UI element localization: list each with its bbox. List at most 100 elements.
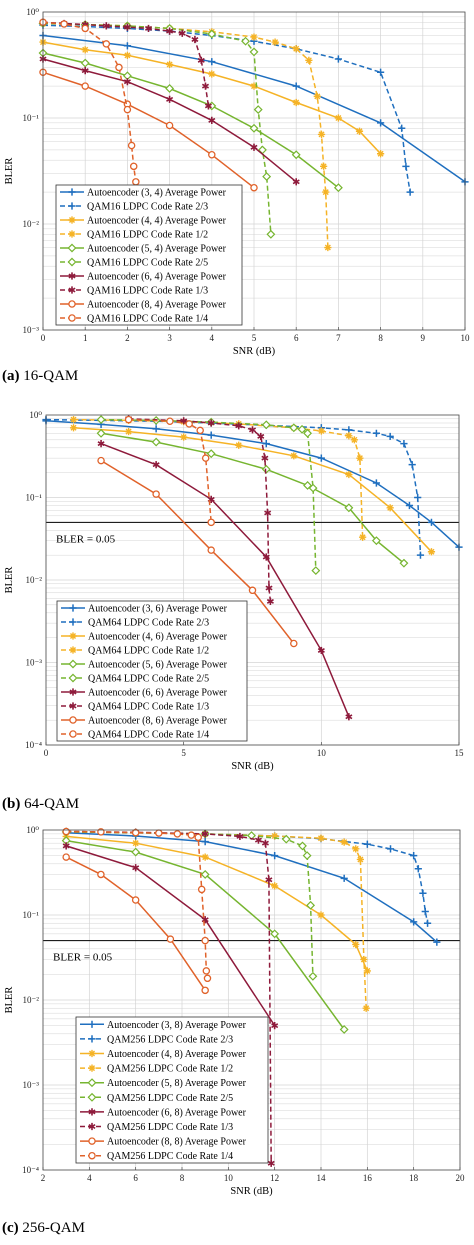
chart-b-series-8-point xyxy=(248,586,257,595)
chart-c-series-3-point xyxy=(352,845,360,853)
chart-c-series-6-point xyxy=(271,1021,279,1030)
caption-b-letter: (b) xyxy=(2,796,21,812)
chart-a-xtick-label: 4 xyxy=(210,333,215,343)
caption-c: (c) 256-QAM xyxy=(2,1220,85,1237)
chart-b-legend-marker xyxy=(69,688,77,696)
chart-a-series-3-point xyxy=(292,45,300,53)
chart-a-xtick-label: 3 xyxy=(167,333,172,343)
chart-a-series-2-point xyxy=(123,51,131,59)
chart-a-series-6-point xyxy=(166,95,174,103)
chart-a-xlabel: SNR (dB) xyxy=(233,346,276,357)
chart-a-series-3-point xyxy=(317,130,326,139)
chart-b-xlabel: SNR (dB) xyxy=(231,761,274,772)
chart-a-series-0-point xyxy=(377,119,385,127)
chart-a-legend-label: Autoencoder (3, 4) Average Power xyxy=(87,188,227,199)
chart-a-series-0-line xyxy=(42,34,466,183)
chart-a-series-6-point xyxy=(292,178,300,186)
chart-a-series-3-point xyxy=(320,162,328,170)
chart-a-legend-box xyxy=(55,184,243,326)
chart-a-series-0-point xyxy=(292,82,300,90)
chart-b-series-0-point xyxy=(262,440,270,448)
chart-a-series-1-point xyxy=(334,55,342,63)
chart-c-ytick-label: 10⁻¹ xyxy=(23,910,40,920)
chart-c-series-1-point xyxy=(419,889,427,897)
chart-b-series-2-point xyxy=(290,452,298,460)
chart-a-series-7-line xyxy=(42,21,210,107)
chart-a-series-4-point xyxy=(80,58,90,68)
chart-c-ytick-label: 10⁻⁴ xyxy=(22,1165,39,1175)
chart-c-series-9-point xyxy=(203,974,212,983)
chart-c-frame xyxy=(42,829,461,1171)
chart-a-series-7-point xyxy=(123,23,131,31)
chart-a-series-1-point xyxy=(406,188,414,196)
chart-c-series-2-point xyxy=(132,839,140,847)
chart-a-legend-marker xyxy=(68,202,76,210)
chart-c-xtick-label: 8 xyxy=(180,1173,185,1183)
chart-b-ytick-label: 10⁻³ xyxy=(26,658,43,668)
chart-a-series-3-point xyxy=(271,38,279,46)
chart-b-series-4-point xyxy=(344,503,354,513)
chart-c-series-9-point xyxy=(173,830,182,838)
chart-c-series-1-line xyxy=(66,831,429,924)
chart-b-series-8-point xyxy=(97,456,105,465)
chart-c-threshold-label: BLER = 0.05 xyxy=(53,952,113,964)
caption-a-text: 16-QAM xyxy=(19,368,79,384)
chart-b-series-7-point xyxy=(257,432,265,441)
chart-b-ytick-label: 10⁻² xyxy=(26,575,43,585)
chart-a-series-7-point xyxy=(102,22,110,30)
chart-c-series-8-point xyxy=(131,896,140,904)
chart-a-series-8-point xyxy=(208,151,216,159)
chart-b-series-7-point xyxy=(235,422,243,430)
chart-b-series-0-point xyxy=(317,454,325,462)
chart-b-series-5-point xyxy=(311,566,321,576)
chart-c-series-3-point xyxy=(317,834,325,842)
chart-b-series-0-point xyxy=(372,479,380,487)
chart-c-series-0-point xyxy=(433,938,441,946)
chart-c-series-5-point xyxy=(306,900,316,910)
chart-b-legend-label: Autoencoder (6, 6) Average Power xyxy=(88,688,228,699)
chart-c-series-9-point xyxy=(187,831,196,839)
chart-c-series-8 xyxy=(62,853,209,995)
chart-c-series-3-point xyxy=(362,1004,370,1012)
chart-c-series-6-point xyxy=(132,864,140,872)
chart-b-legend-marker xyxy=(69,716,77,724)
chart-c-legend-marker xyxy=(88,1122,96,1131)
chart-a-xtick-label: 0 xyxy=(41,333,46,343)
chart-a-series-6-point xyxy=(81,67,89,75)
caption-b-text: 64-QAM xyxy=(20,796,80,812)
chart-b-series-0 xyxy=(42,417,463,551)
chart-c-legend-label: Autoencoder (8, 8) Average Power xyxy=(107,1137,247,1148)
chart-c-series-9 xyxy=(62,827,212,983)
chart-a-series-9-point xyxy=(123,105,132,114)
chart-a-legend-label: QAM16 LDPC Code Rate 2/3 xyxy=(87,202,208,213)
chart-b-legend: Autoencoder (3, 6) Average Power QAM64 LD… xyxy=(56,600,248,742)
chart-b-series-8-point xyxy=(207,546,215,554)
chart-a-legend-label: QAM16 LDPC Code Rate 1/4 xyxy=(87,314,208,325)
chart-c-series-3-point xyxy=(271,832,279,840)
chart-a-legend-marker xyxy=(68,286,76,294)
chart-b-legend-label: QAM64 LDPC Code Rate 2/3 xyxy=(88,618,209,629)
chart-b-series-8-point xyxy=(152,490,160,498)
chart-a-series-2-point xyxy=(355,127,364,135)
chart-a-series-4 xyxy=(38,48,343,193)
chart-a-legend-marker xyxy=(68,230,76,238)
chart-c-xtick-label: 10 xyxy=(224,1173,234,1183)
chart-b-series-3-point xyxy=(69,415,78,424)
chart-b-series-3-point xyxy=(350,436,358,444)
chart-b-series-5-point xyxy=(303,428,313,438)
chart-a-series-2-point xyxy=(377,150,385,158)
chart-c-xlabel: SNR (dB) xyxy=(230,1186,273,1197)
chart-c-xtick-label: 18 xyxy=(409,1173,419,1183)
chart-panel-b: BLER = 0.05 0 5 10 15 10⁻⁴ 10⁻³ 10⁻² 10⁻¹ 10⁰ SNR … xyxy=(0,405,474,817)
chart-b-legend-label: QAM64 LDPC Code Rate 1/4 xyxy=(88,730,209,741)
caption-c-text: 256-QAM xyxy=(18,1220,85,1236)
chart-c-series-9-point xyxy=(201,936,209,945)
chart-a-series-9-point xyxy=(60,20,68,28)
chart-a-svg: 0 1 2 3 4 5 6 7 8 9 10 10⁻³ 10⁻² 10⁻¹ 10⁰ SNR (dB) BLER A… xyxy=(4,7,470,357)
chart-c-legend: Autoencoder (3, 8) Average Power QAM256 L… xyxy=(75,1016,269,1164)
chart-c-series-7-point xyxy=(236,832,244,841)
chart-b-ytick-label: 10⁰ xyxy=(29,410,42,420)
chart-panel-c: BLER = 0.05 2 4 6 8 10 12 14 16 18 20 10⁻⁴ 10⁻³ 10⁻² 1… xyxy=(0,820,474,1245)
chart-a-series-4-point xyxy=(291,150,301,160)
chart-a-series-7-point xyxy=(204,102,212,110)
